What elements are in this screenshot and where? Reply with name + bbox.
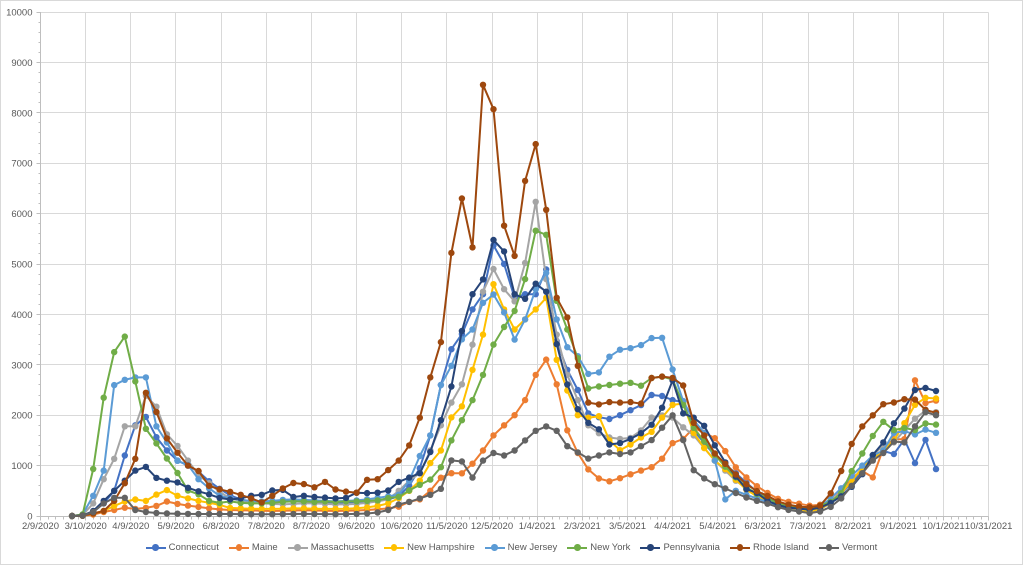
svg-text:9/6/2020: 9/6/2020 — [338, 521, 375, 532]
svg-text:12/5/2020: 12/5/2020 — [471, 521, 513, 532]
svg-text:10/6/2020: 10/6/2020 — [381, 521, 423, 532]
svg-text:8/2/2021: 8/2/2021 — [835, 521, 872, 532]
svg-text:10/31/2021: 10/31/2021 — [965, 521, 1013, 532]
svg-text:9/1/2021: 9/1/2021 — [880, 521, 917, 532]
svg-text:2/3/2021: 2/3/2021 — [564, 521, 601, 532]
svg-text:2000: 2000 — [11, 411, 32, 422]
svg-text:8/7/2020: 8/7/2020 — [293, 521, 330, 532]
svg-text:9000: 9000 — [11, 58, 32, 69]
svg-text:7/3/2021: 7/3/2021 — [790, 521, 827, 532]
svg-text:3000: 3000 — [11, 360, 32, 371]
svg-text:3/10/2020: 3/10/2020 — [65, 521, 107, 532]
svg-text:5/4/2021: 5/4/2021 — [699, 521, 736, 532]
svg-text:1/4/2021: 1/4/2021 — [519, 521, 556, 532]
svg-text:10000: 10000 — [6, 8, 32, 19]
svg-text:6000: 6000 — [11, 209, 32, 220]
svg-text:4/9/2020: 4/9/2020 — [112, 521, 149, 532]
svg-text:6/3/2021: 6/3/2021 — [744, 521, 781, 532]
svg-text:1000: 1000 — [11, 461, 32, 472]
svg-text:5000: 5000 — [11, 260, 32, 271]
svg-text:4/4/2021: 4/4/2021 — [654, 521, 691, 532]
svg-text:2/9/2020: 2/9/2020 — [22, 521, 59, 532]
svg-text:8000: 8000 — [11, 108, 32, 119]
svg-text:3/5/2021: 3/5/2021 — [609, 521, 646, 532]
svg-text:0: 0 — [27, 512, 32, 523]
svg-text:10/1/2021: 10/1/2021 — [922, 521, 964, 532]
svg-text:5/9/2020: 5/9/2020 — [158, 521, 195, 532]
svg-text:4000: 4000 — [11, 310, 32, 321]
svg-text:7/8/2020: 7/8/2020 — [248, 521, 285, 532]
svg-text:6/8/2020: 6/8/2020 — [203, 521, 240, 532]
svg-text:7000: 7000 — [11, 159, 32, 170]
svg-text:11/5/2020: 11/5/2020 — [426, 521, 468, 532]
